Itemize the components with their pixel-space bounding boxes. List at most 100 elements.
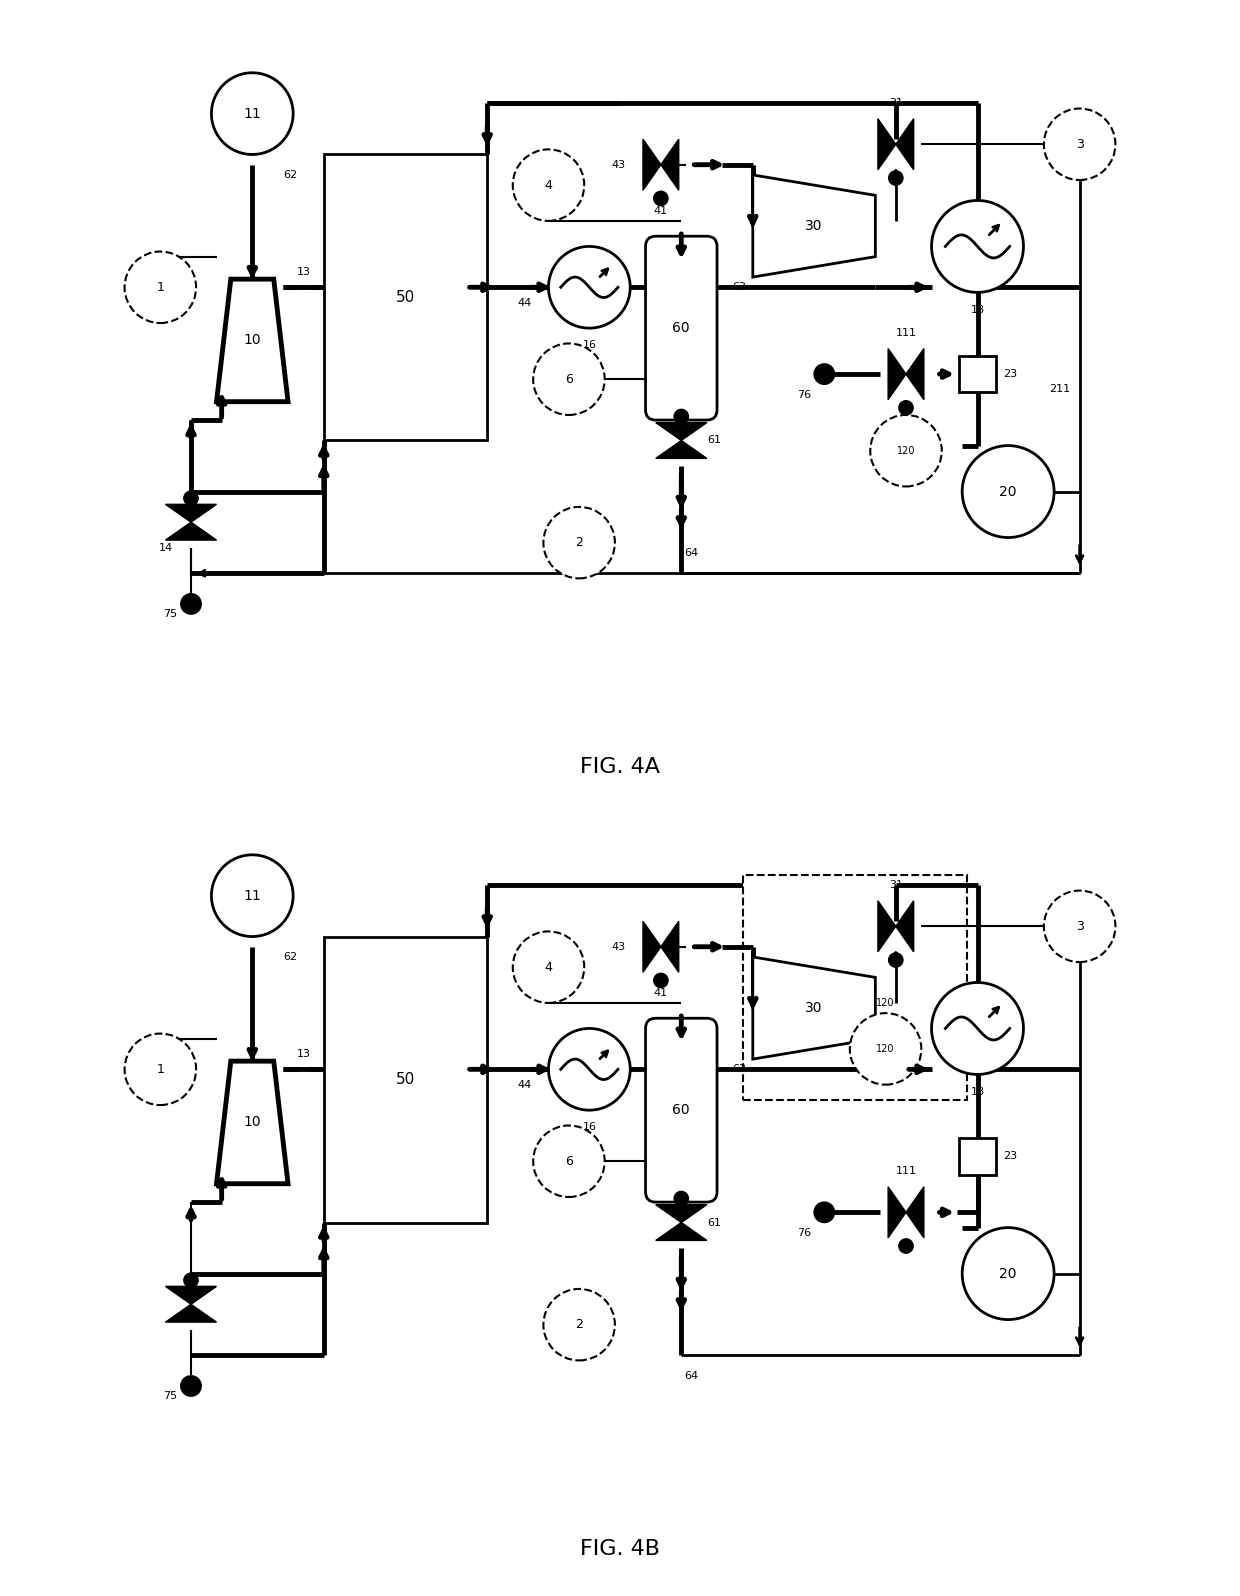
Text: 211: 211 xyxy=(1049,385,1070,394)
FancyBboxPatch shape xyxy=(646,1018,717,1202)
Text: 31: 31 xyxy=(889,99,903,109)
Text: 44: 44 xyxy=(518,297,532,308)
Text: 6: 6 xyxy=(565,1156,573,1168)
Circle shape xyxy=(1044,109,1116,180)
Text: 75: 75 xyxy=(164,1392,177,1401)
Text: 50: 50 xyxy=(396,290,415,305)
Text: 111: 111 xyxy=(895,329,916,338)
Text: 1: 1 xyxy=(156,1063,164,1076)
Circle shape xyxy=(931,201,1023,292)
Text: 6: 6 xyxy=(565,373,573,386)
Circle shape xyxy=(212,855,293,937)
Text: 13: 13 xyxy=(296,267,310,278)
Text: 18: 18 xyxy=(971,305,985,314)
Text: 64: 64 xyxy=(684,1371,698,1381)
Text: 120: 120 xyxy=(877,998,895,1009)
Polygon shape xyxy=(878,900,895,951)
Circle shape xyxy=(184,1274,198,1288)
Circle shape xyxy=(899,1238,913,1253)
Circle shape xyxy=(1044,891,1116,962)
Text: 3: 3 xyxy=(1076,137,1084,150)
Text: 62: 62 xyxy=(283,951,298,962)
Text: 23: 23 xyxy=(1003,1151,1017,1162)
Polygon shape xyxy=(661,921,678,972)
Text: 41: 41 xyxy=(653,206,668,215)
Text: 11: 11 xyxy=(243,107,262,121)
Circle shape xyxy=(931,983,1023,1074)
Text: 30: 30 xyxy=(805,1001,823,1015)
Text: 3: 3 xyxy=(1076,919,1084,932)
Polygon shape xyxy=(906,1187,924,1238)
Text: 4: 4 xyxy=(544,179,553,192)
Text: 31: 31 xyxy=(889,881,903,891)
Text: 76: 76 xyxy=(797,389,811,399)
Circle shape xyxy=(962,1227,1054,1320)
Polygon shape xyxy=(656,440,707,458)
Polygon shape xyxy=(644,139,661,190)
Polygon shape xyxy=(165,1286,217,1304)
Circle shape xyxy=(899,401,913,415)
Text: 2: 2 xyxy=(575,536,583,549)
Text: 16: 16 xyxy=(583,340,596,351)
Circle shape xyxy=(849,1013,921,1085)
Circle shape xyxy=(513,932,584,1002)
Circle shape xyxy=(124,1034,196,1104)
Text: 63: 63 xyxy=(733,1065,746,1074)
Polygon shape xyxy=(165,504,217,522)
Text: 41: 41 xyxy=(653,988,668,998)
Circle shape xyxy=(533,343,605,415)
Polygon shape xyxy=(753,958,875,1060)
Text: 20: 20 xyxy=(999,485,1017,498)
Polygon shape xyxy=(753,176,875,278)
Polygon shape xyxy=(878,118,895,169)
Text: 111: 111 xyxy=(895,1167,916,1176)
Bar xyxy=(743,875,967,1100)
Polygon shape xyxy=(217,279,288,402)
Text: 23: 23 xyxy=(1003,369,1017,380)
Circle shape xyxy=(543,1290,615,1360)
Circle shape xyxy=(889,171,903,185)
Polygon shape xyxy=(165,522,217,539)
Circle shape xyxy=(548,1028,630,1111)
Circle shape xyxy=(889,953,903,967)
Text: 120: 120 xyxy=(897,445,915,456)
Text: 13: 13 xyxy=(296,1049,310,1060)
Text: 1: 1 xyxy=(156,281,164,294)
Text: 62: 62 xyxy=(283,169,298,180)
Bar xyxy=(959,1138,996,1175)
Circle shape xyxy=(962,445,1054,538)
Circle shape xyxy=(653,974,668,988)
Circle shape xyxy=(184,492,198,506)
Text: 4: 4 xyxy=(544,961,553,974)
Text: 11: 11 xyxy=(243,889,262,903)
Text: FIG. 4B: FIG. 4B xyxy=(580,1540,660,1559)
Polygon shape xyxy=(217,1061,288,1184)
Text: FIG. 4A: FIG. 4A xyxy=(580,758,660,777)
Text: 64: 64 xyxy=(684,547,698,559)
Circle shape xyxy=(815,1202,835,1223)
Polygon shape xyxy=(888,348,906,399)
Circle shape xyxy=(181,594,201,614)
FancyBboxPatch shape xyxy=(646,236,717,420)
Circle shape xyxy=(513,150,584,220)
Text: 10: 10 xyxy=(243,1116,262,1130)
Circle shape xyxy=(124,252,196,322)
Polygon shape xyxy=(165,1304,217,1321)
Polygon shape xyxy=(656,1205,707,1223)
Polygon shape xyxy=(888,1187,906,1238)
Circle shape xyxy=(675,1191,688,1205)
Circle shape xyxy=(181,1376,201,1396)
Text: 20: 20 xyxy=(999,1267,1017,1280)
Polygon shape xyxy=(895,900,914,951)
Circle shape xyxy=(548,246,630,329)
Polygon shape xyxy=(644,921,661,972)
Text: 2: 2 xyxy=(575,1318,583,1331)
Circle shape xyxy=(212,73,293,155)
Polygon shape xyxy=(656,1223,707,1240)
Text: 120: 120 xyxy=(877,1044,895,1053)
Circle shape xyxy=(653,192,668,206)
Text: 16: 16 xyxy=(583,1122,596,1133)
Text: 30: 30 xyxy=(805,219,823,233)
Polygon shape xyxy=(661,139,678,190)
Polygon shape xyxy=(656,423,707,440)
